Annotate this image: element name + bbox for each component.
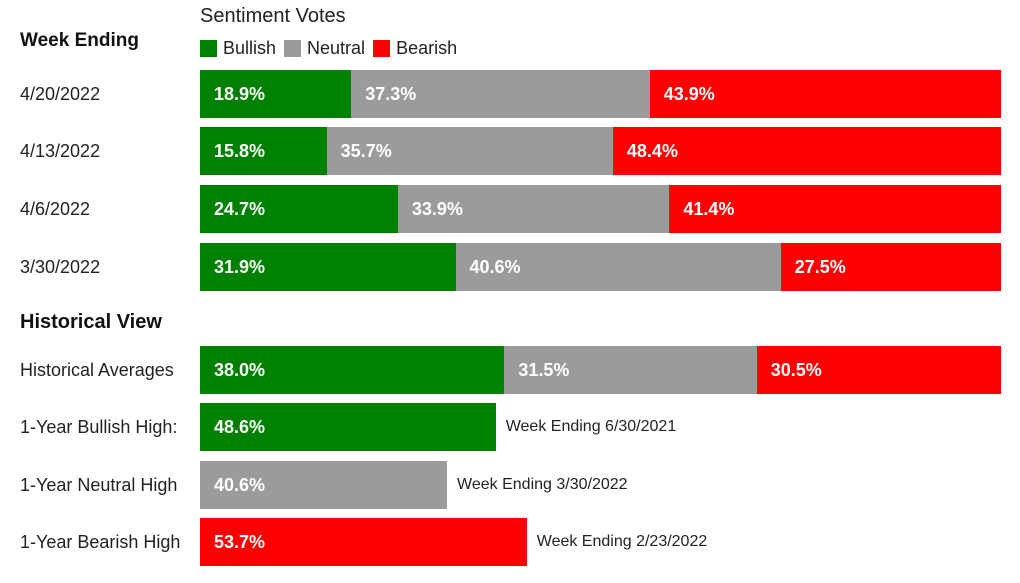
neutral-segment-label: 37.3% (365, 84, 417, 104)
legend-title: Sentiment Votes (200, 5, 346, 27)
neutral-segment: 37.3% (351, 70, 650, 118)
legend-label-bearish: Bearish (396, 38, 458, 58)
bullish-segment: 48.6% (200, 403, 496, 451)
historical-row-label: 1-Year Bearish High (20, 532, 181, 552)
historical-bar-row: 40.6% (200, 461, 448, 509)
bearish-segment-label: 27.5% (794, 257, 846, 277)
bearish-segment-label: 41.4% (683, 199, 735, 219)
week-ending-note: Week Ending 6/30/2021 (505, 418, 677, 435)
week-label: 4/13/2022 (20, 141, 101, 161)
bearish-swatch (373, 40, 391, 57)
bullish-segment: 18.9% (200, 70, 352, 118)
neutral-segment-label: 35.7% (340, 141, 392, 161)
legend: Bullish Neutral Bearish (200, 38, 465, 59)
week-label: 4/6/2022 (20, 199, 91, 219)
neutral-segment: 40.6% (200, 461, 448, 509)
bearish-segment: 27.5% (780, 243, 1001, 291)
bearish-segment-label: 53.7% (214, 532, 266, 552)
bearish-segment: 53.7% (200, 518, 527, 566)
neutral-segment-label: 31.5% (518, 360, 570, 380)
week-ending-note: Week Ending 2/23/2022 (536, 533, 708, 550)
bullish-segment-label: 24.7% (214, 199, 266, 219)
bullish-segment-label: 15.8% (214, 141, 266, 161)
historical-bar-row: 38.0% 31.5% 30.5% (200, 346, 1001, 394)
legend-item-neutral: Neutral (284, 38, 365, 59)
historical-row-label: 1-Year Bullish High: (20, 417, 178, 437)
neutral-segment: 31.5% (504, 346, 757, 394)
historical-bar-row: 48.6% (200, 403, 496, 451)
bullish-segment-label: 18.9% (214, 84, 266, 104)
historical-bar-row: 53.7% (200, 518, 527, 566)
weekly-bar-row: 18.9% 37.3% 43.9% (200, 70, 1001, 118)
bearish-segment-label: 30.5% (770, 360, 822, 380)
weekly-bar-row: 24.7% 33.9% 41.4% (200, 185, 1001, 233)
neutral-segment: 33.9% (397, 185, 670, 233)
bullish-swatch (200, 40, 217, 57)
week-label: 4/20/2022 (20, 84, 101, 104)
bearish-segment-label: 43.9% (663, 84, 715, 104)
bullish-segment: 15.8% (200, 127, 327, 175)
week-label: 3/30/2022 (20, 257, 101, 277)
historical-row-label: 1-Year Neutral High (20, 475, 178, 495)
bullish-segment: 31.9% (200, 243, 456, 291)
bullish-segment-label: 31.9% (214, 257, 266, 277)
neutral-segment-label: 40.6% (214, 475, 266, 495)
bearish-segment: 41.4% (669, 185, 1001, 233)
bullish-segment-label: 38.0% (214, 360, 266, 380)
bullish-segment-label: 48.6% (214, 417, 266, 437)
historical-row-label: Historical Averages (20, 360, 174, 380)
legend-label-bullish: Bullish (223, 38, 277, 58)
bullish-segment: 38.0% (200, 346, 505, 394)
legend-item-bullish: Bullish (200, 38, 276, 59)
neutral-segment-label: 40.6% (469, 257, 521, 277)
neutral-segment: 35.7% (326, 127, 613, 175)
historical-view-heading: Historical View (20, 311, 162, 333)
neutral-swatch (284, 40, 302, 57)
neutral-segment: 40.6% (455, 243, 781, 291)
week-ending-heading: Week Ending (20, 30, 139, 51)
legend-item-bearish: Bearish (373, 38, 457, 59)
weekly-bar-row: 31.9% 40.6% 27.5% (200, 243, 1001, 291)
weekly-bar-row: 15.8% 35.7% 48.4% (200, 127, 1001, 175)
bearish-segment: 30.5% (756, 346, 1001, 394)
bearish-segment: 48.4% (612, 127, 1001, 175)
bearish-segment-label: 48.4% (626, 141, 678, 161)
week-ending-note: Week Ending 3/30/2022 (457, 476, 628, 493)
bearish-segment: 43.9% (649, 70, 1001, 118)
neutral-segment-label: 33.9% (411, 199, 463, 219)
legend-label-neutral: Neutral (307, 38, 366, 58)
bullish-segment: 24.7% (200, 185, 398, 233)
